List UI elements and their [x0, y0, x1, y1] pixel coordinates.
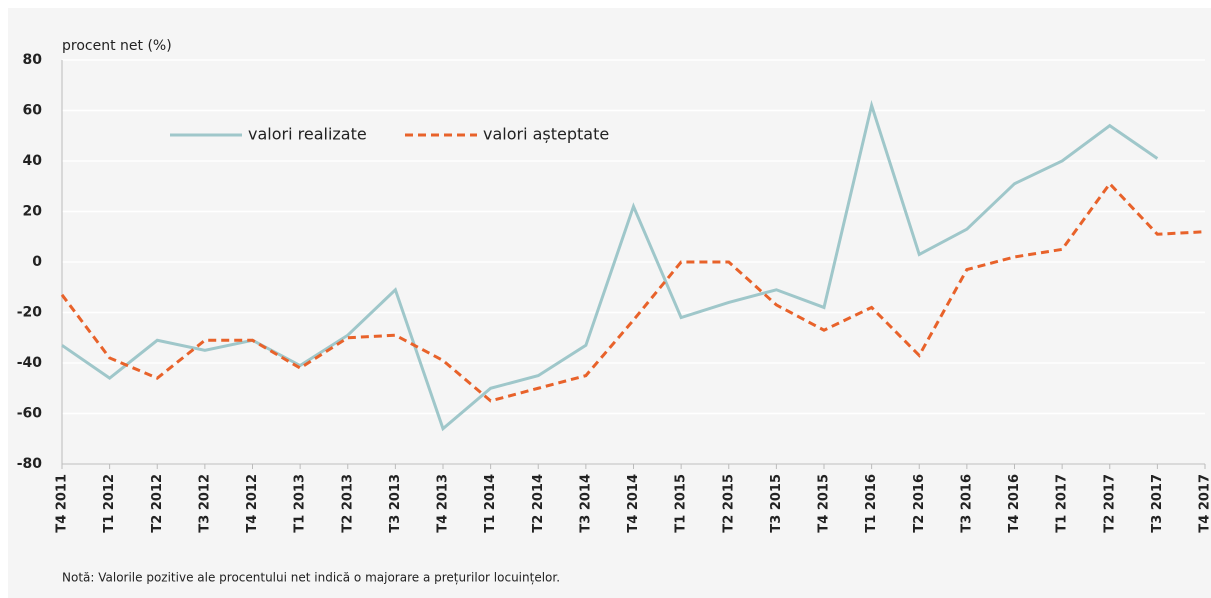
- x-tick-label: T3 2013: [388, 474, 403, 533]
- x-tick-label: T4 2012: [245, 474, 260, 533]
- legend-label: valori așteptate: [483, 125, 609, 144]
- x-tick-label: T1 2015: [674, 474, 689, 533]
- y-tick-label: 0: [32, 254, 42, 270]
- x-tick-label: T4 2016: [1007, 474, 1022, 533]
- x-tick-label: T4 2017: [1198, 474, 1211, 533]
- x-tick-label: T1 2014: [483, 474, 498, 533]
- x-tick-label: T2 2016: [912, 474, 927, 533]
- y-tick-label: -60: [17, 406, 43, 422]
- y-tick-label: 80: [23, 52, 43, 68]
- x-tick-label: T1 2017: [1055, 474, 1070, 533]
- x-tick-label: T4 2015: [817, 474, 832, 533]
- y-tick-label: -40: [17, 355, 43, 371]
- x-tick-label: T2 2015: [721, 474, 736, 533]
- x-tick-label: T1 2013: [293, 474, 308, 533]
- x-tick-label: T2 2012: [150, 474, 165, 533]
- x-tick-label: T4 2014: [626, 474, 641, 533]
- x-tick-label: T3 2015: [769, 474, 784, 533]
- series-line: [60, 181, 1206, 403]
- x-tick-label: T1 2012: [102, 474, 117, 533]
- x-tick-label: T2 2017: [1102, 474, 1117, 533]
- x-tick-label: T3 2017: [1150, 474, 1165, 533]
- x-tick-label: T1 2016: [864, 474, 879, 533]
- x-tick-label: T2 2013: [340, 474, 355, 533]
- series-line: [61, 99, 1159, 432]
- x-tick-label: T4 2011: [55, 474, 70, 533]
- note: Notă: Valorile pozitive ale procentului …: [62, 571, 560, 585]
- legend-label: valori realizate: [248, 125, 367, 144]
- x-tick-label: T3 2012: [197, 474, 212, 533]
- y-tick-label: 20: [23, 204, 43, 220]
- x-tick-label: T2 2014: [531, 474, 546, 533]
- y-tick-label: -80: [17, 456, 43, 472]
- y-tick-label: -20: [17, 305, 43, 321]
- y-tick-label: 40: [23, 153, 43, 169]
- y-axis-label: procent net (%): [62, 38, 172, 54]
- y-tick-label: 60: [23, 103, 43, 119]
- plot-background: [8, 8, 1211, 598]
- x-tick-label: T4 2013: [436, 474, 451, 533]
- x-tick-label: T3 2014: [578, 474, 593, 533]
- x-tick-label: T3 2016: [959, 474, 974, 533]
